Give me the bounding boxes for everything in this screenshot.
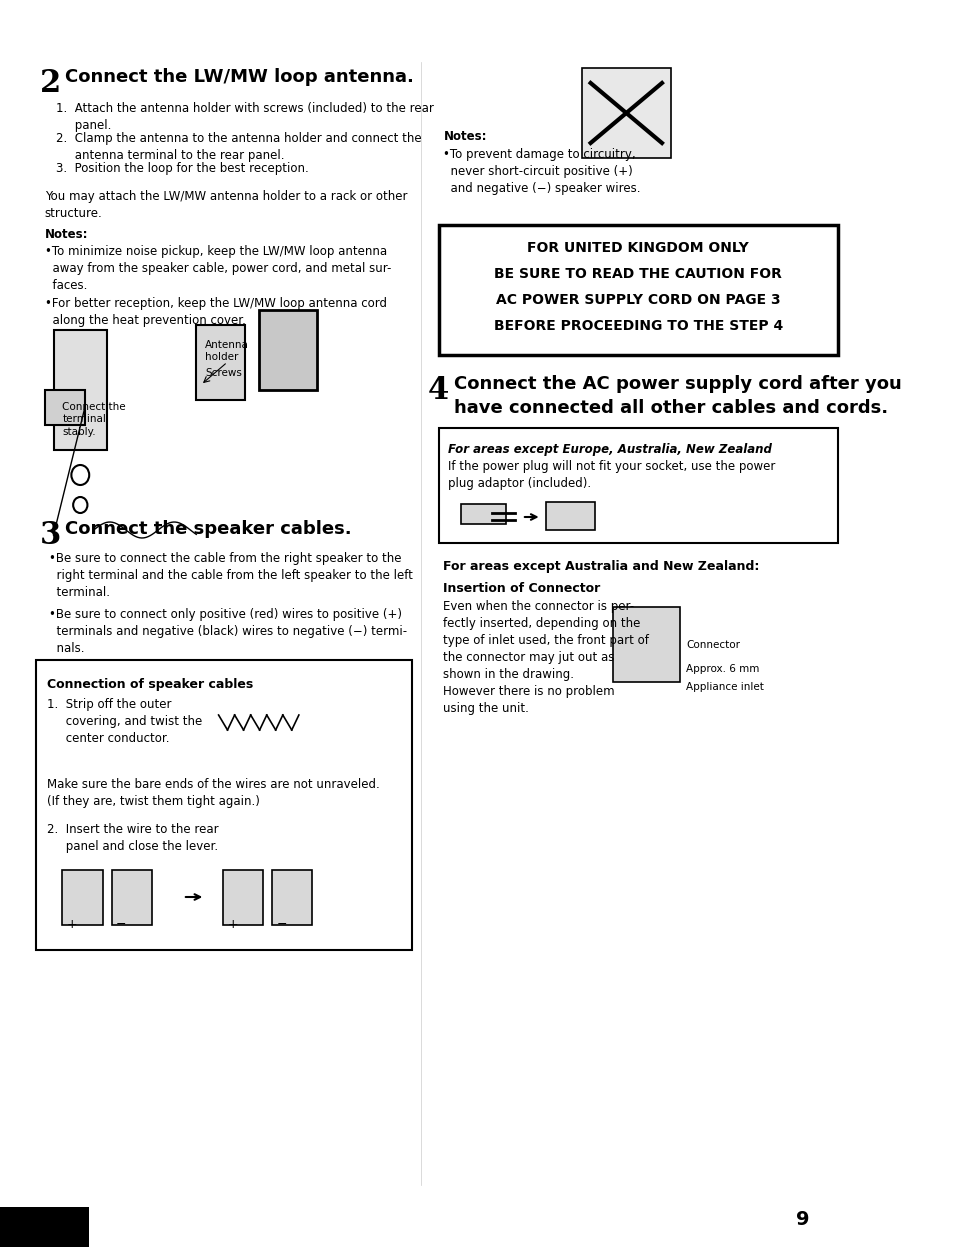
Text: You may attach the LW/MW antenna holder to a rack or other
structure.: You may attach the LW/MW antenna holder …: [45, 190, 407, 219]
Text: 2: 2: [40, 69, 61, 99]
Text: 1.  Attach the antenna holder with screws (included) to the rear
     panel.: 1. Attach the antenna holder with screws…: [56, 102, 434, 132]
Text: +: +: [67, 918, 77, 932]
Bar: [581, 69, 670, 158]
Text: Approx. 6 mm: Approx. 6 mm: [685, 663, 759, 673]
Text: AC POWER SUPPLY CORD ON PAGE 3: AC POWER SUPPLY CORD ON PAGE 3: [496, 293, 780, 307]
Text: Connection of speaker cables: Connection of speaker cables: [48, 678, 253, 691]
Text: For areas except Australia and New Zealand:: For areas except Australia and New Zeala…: [443, 560, 759, 574]
Bar: [545, 503, 595, 530]
Bar: [223, 870, 263, 925]
Text: •Be sure to connect the cable from the right speaker to the
  right terminal and: •Be sure to connect the cable from the r…: [49, 552, 413, 599]
Text: If the power plug will not fit your socket, use the power
plug adaptor (included: If the power plug will not fit your sock…: [447, 460, 775, 490]
Text: •To minimize noise pickup, keep the LW/MW loop antenna
  away from the speaker c: •To minimize noise pickup, keep the LW/M…: [45, 244, 391, 292]
Text: Connect the speaker cables.: Connect the speaker cables.: [65, 520, 352, 537]
Text: Appliance inlet: Appliance inlet: [685, 682, 763, 692]
Bar: [460, 504, 505, 524]
Text: Insertion of Connector: Insertion of Connector: [443, 582, 600, 595]
Bar: [112, 870, 152, 925]
Text: −: −: [116, 918, 127, 932]
FancyBboxPatch shape: [438, 428, 837, 542]
Text: Connect the
terminal
stably.: Connect the terminal stably.: [62, 402, 126, 436]
Bar: [612, 607, 679, 682]
Text: Notes:: Notes:: [45, 228, 88, 241]
Text: Notes:: Notes:: [443, 130, 486, 143]
Text: FOR UNITED KINGDOM ONLY: FOR UNITED KINGDOM ONLY: [527, 241, 748, 254]
Text: 4: 4: [427, 375, 448, 407]
Text: +: +: [227, 918, 238, 932]
Text: For areas except Europe, Australia, New Zealand: For areas except Europe, Australia, New …: [447, 443, 771, 456]
Text: 1.  Strip off the outer
     covering, and twist the
     center conductor.: 1. Strip off the outer covering, and twi…: [48, 698, 202, 744]
Text: 3.  Position the loop for the best reception.: 3. Position the loop for the best recept…: [56, 162, 309, 175]
Text: BEFORE PROCEEDING TO THE STEP 4: BEFORE PROCEEDING TO THE STEP 4: [494, 319, 782, 333]
Text: −: −: [276, 918, 287, 932]
Bar: [258, 311, 316, 390]
Text: 9: 9: [796, 1210, 809, 1230]
Text: Connect the LW/MW loop antenna.: Connect the LW/MW loop antenna.: [65, 69, 414, 86]
Bar: [272, 870, 312, 925]
FancyBboxPatch shape: [438, 224, 837, 355]
Text: 2.  Clamp the antenna to the antenna holder and connect the
     antenna termina: 2. Clamp the antenna to the antenna hold…: [56, 132, 421, 162]
Bar: [45, 390, 85, 425]
Text: Antenna
holder: Antenna holder: [205, 340, 249, 363]
Text: Connector: Connector: [685, 640, 740, 650]
Bar: [62, 870, 103, 925]
Bar: [0, 1207, 90, 1247]
Bar: [196, 325, 245, 400]
Text: Even when the connector is per-
fectly inserted, depending on the
type of inlet : Even when the connector is per- fectly i…: [443, 600, 649, 715]
Text: Connect the AC power supply cord after you
have connected all other cables and c: Connect the AC power supply cord after y…: [454, 375, 901, 416]
Text: Make sure the bare ends of the wires are not unraveled.
(If they are, twist them: Make sure the bare ends of the wires are…: [48, 778, 379, 808]
Text: •Be sure to connect only positive (red) wires to positive (+)
  terminals and ne: •Be sure to connect only positive (red) …: [49, 609, 407, 655]
Text: BE SURE TO READ THE CAUTION FOR: BE SURE TO READ THE CAUTION FOR: [494, 267, 781, 281]
FancyBboxPatch shape: [35, 660, 412, 950]
Text: 3: 3: [40, 520, 61, 551]
Text: •To prevent damage to circuitry,
  never short-circuit positive (+)
  and negati: •To prevent damage to circuitry, never s…: [443, 148, 640, 195]
Bar: [53, 330, 107, 450]
Text: •For better reception, keep the LW/MW loop antenna cord
  along the heat prevent: •For better reception, keep the LW/MW lo…: [45, 297, 386, 327]
Text: 2.  Insert the wire to the rear
     panel and close the lever.: 2. Insert the wire to the rear panel and…: [48, 823, 218, 853]
Text: Screws: Screws: [205, 368, 242, 378]
